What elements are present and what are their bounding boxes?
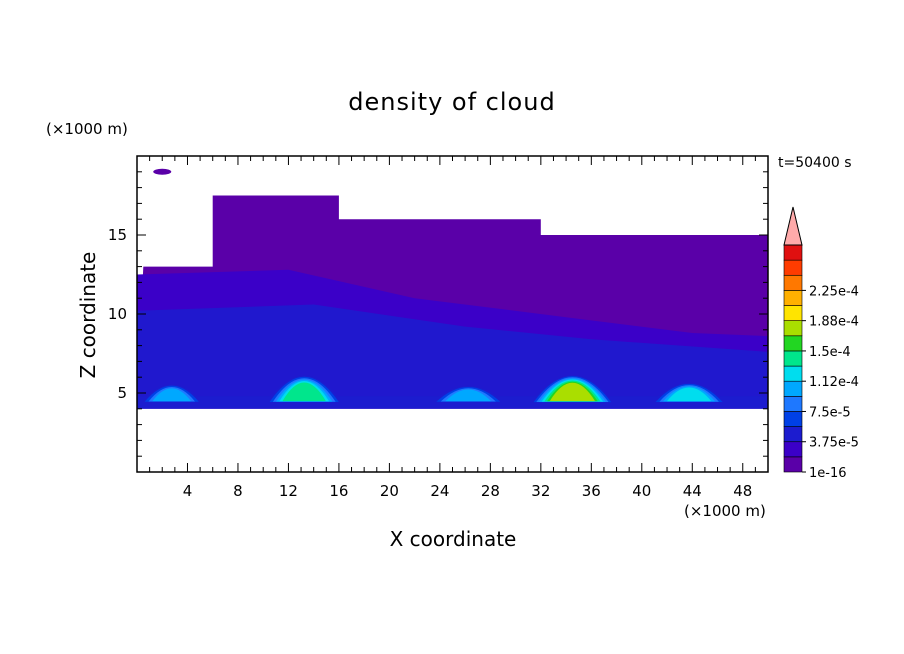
y-tick-label: 10 xyxy=(108,305,127,323)
x-tick-label: 32 xyxy=(531,482,550,500)
x-tick-label: 4 xyxy=(183,482,193,500)
core-contour xyxy=(152,388,192,402)
colorbar-swatch xyxy=(783,365,803,382)
colorbar-swatch xyxy=(783,350,803,367)
x-tick-label: 8 xyxy=(233,482,243,500)
time-label: t=50400 s xyxy=(778,155,852,171)
x-tick-label: 40 xyxy=(632,482,651,500)
colorbar-swatch xyxy=(783,320,803,337)
colorbar-extend-triangle xyxy=(783,206,803,246)
colorbar: 1e-16 3.75e-5 7.5e-5 1.12e-4 1.5e-4 1.88e-4 2.… xyxy=(783,206,859,481)
colorbar-label: 3.75e-5 xyxy=(809,436,859,451)
colorbar-swatch xyxy=(783,441,803,458)
core-contour xyxy=(666,387,712,402)
colorbar-swatch xyxy=(783,244,803,261)
x-tick-label: 16 xyxy=(329,482,348,500)
x-tick-label: 28 xyxy=(481,482,500,500)
colorbar-swatch xyxy=(783,396,803,412)
x-tick-label: 44 xyxy=(683,482,702,500)
colorbar-swatch xyxy=(783,290,803,306)
colorbar-label: 1.12e-4 xyxy=(809,375,859,390)
y-axis-unit: (×1000 m) xyxy=(46,120,128,138)
colorbar-swatch xyxy=(783,411,803,427)
y-tick-label: 5 xyxy=(117,384,127,402)
colorbar-label: 1.5e-4 xyxy=(809,345,851,360)
colorbar-swatch xyxy=(783,305,803,321)
colorbar-label: 7.5e-5 xyxy=(809,405,851,420)
x-tick-label: 36 xyxy=(582,482,601,500)
colorbar-swatch xyxy=(783,259,803,276)
x-axis-unit: (×1000 m) xyxy=(684,502,766,520)
core-contour xyxy=(445,389,492,402)
x-tick-label: 12 xyxy=(279,482,298,500)
x-axis-label: X coordinate xyxy=(389,527,517,551)
contour-field xyxy=(137,168,768,409)
colorbar-swatch xyxy=(783,456,803,473)
colorbar-label: 1e-16 xyxy=(809,466,847,481)
cloud-fragment xyxy=(153,168,172,175)
colorbar-swatch xyxy=(783,274,803,291)
core-contour xyxy=(549,382,595,402)
colorbar-label: 2.25e-4 xyxy=(809,284,859,299)
y-tick-label: 15 xyxy=(108,226,127,244)
colorbar-swatch xyxy=(783,380,803,397)
x-tick-label: 24 xyxy=(430,482,449,500)
colorbar-swatch xyxy=(783,335,803,352)
colorbar-swatch xyxy=(783,426,803,443)
x-tick-label: 48 xyxy=(733,482,752,500)
chart-title: density of cloud xyxy=(348,88,556,116)
colorbar-label: 1.88e-4 xyxy=(809,315,859,330)
core-contour xyxy=(282,382,326,402)
x-tick-label: 20 xyxy=(380,482,399,500)
